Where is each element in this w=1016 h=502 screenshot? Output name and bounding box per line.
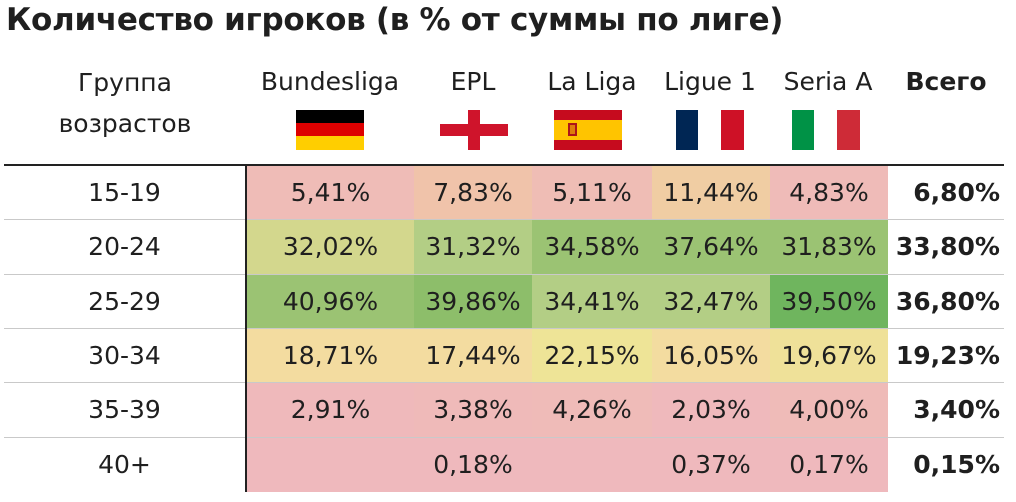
heatmap-cell: 17,44% — [414, 329, 532, 383]
header-divider — [4, 164, 1004, 166]
heatmap-cell: 32,47% — [652, 275, 770, 329]
row-divider — [4, 382, 1004, 383]
england-flag-icon — [440, 110, 508, 150]
heatmap-cell: 34,41% — [532, 275, 652, 329]
age-group-header: Группа возрастов — [58, 68, 192, 138]
heatmap-cell: 37,64% — [652, 220, 770, 274]
total-cell: 6,80% — [913, 178, 1000, 207]
column-header-epl: EPL — [450, 67, 496, 96]
heatmap-cell: 4,26% — [532, 383, 652, 437]
heatmap-cell — [247, 438, 414, 492]
germany-flag-icon — [296, 110, 364, 150]
total-cell: 0,15% — [913, 450, 1000, 479]
heatmap-cell: 7,83% — [414, 166, 532, 220]
heatmap-cell: 2,91% — [247, 383, 414, 437]
column-header-seria-a: Seria A — [783, 67, 873, 96]
row-divider — [4, 328, 1004, 329]
heatmap-cell: 39,50% — [770, 275, 888, 329]
column-header-total: Всего — [905, 67, 987, 96]
row-divider — [4, 437, 1004, 438]
heatmap-cell: 0,18% — [414, 438, 532, 492]
heatmap-cell: 3,38% — [414, 383, 532, 437]
heatmap-cell: 40,96% — [247, 275, 414, 329]
row-header-divider — [245, 166, 247, 492]
heatmap-cell: 34,58% — [532, 220, 652, 274]
row-divider — [4, 274, 1004, 275]
heatmap-cell: 16,05% — [652, 329, 770, 383]
heatmap-cell: 0,37% — [652, 438, 770, 492]
heatmap-cell: 11,44% — [652, 166, 770, 220]
total-cell: 33,80% — [895, 232, 1000, 261]
heatmap-cell: 39,86% — [414, 275, 532, 329]
heatmap-cell: 4,83% — [770, 166, 888, 220]
total-cell: 36,80% — [895, 287, 1000, 316]
age-group-label: 40+ — [98, 450, 151, 479]
italy-flag-icon — [792, 110, 860, 150]
heatmap-cell: 4,00% — [770, 383, 888, 437]
age-group-label: 30-34 — [88, 341, 161, 370]
heatmap-cell — [532, 438, 652, 492]
spain-flag-icon — [554, 110, 622, 150]
age-group-label: 15-19 — [88, 178, 161, 207]
column-header-ligue-1: Ligue 1 — [664, 67, 756, 96]
heatmap-cell: 19,67% — [770, 329, 888, 383]
heatmap-cell: 0,17% — [770, 438, 888, 492]
row-divider — [4, 219, 1004, 220]
heatmap-cell: 31,83% — [770, 220, 888, 274]
age-group-label: 25-29 — [88, 287, 161, 316]
total-cell: 19,23% — [895, 341, 1000, 370]
heatmap-cell: 5,41% — [247, 166, 414, 220]
column-header-la-liga: La Liga — [547, 67, 637, 96]
age-group-label: 35-39 — [88, 395, 161, 424]
heatmap-cell: 2,03% — [652, 383, 770, 437]
chart-title: Количество игроков (в % от суммы по лиге… — [6, 2, 784, 38]
heatmap-cell: 22,15% — [532, 329, 652, 383]
heatmap-cell: 31,32% — [414, 220, 532, 274]
france-flag-icon — [676, 110, 744, 150]
total-cell: 3,40% — [913, 395, 1000, 424]
heatmap-cell: 32,02% — [247, 220, 414, 274]
heatmap-cell: 18,71% — [247, 329, 414, 383]
heatmap-cell: 5,11% — [532, 166, 652, 220]
column-header-bundesliga: Bundesliga — [260, 67, 400, 96]
age-group-label: 20-24 — [88, 232, 161, 261]
